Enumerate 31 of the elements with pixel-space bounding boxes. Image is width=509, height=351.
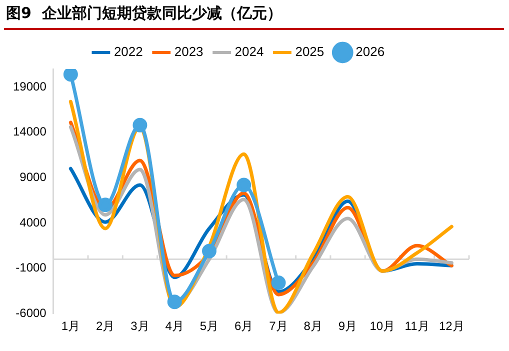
point xyxy=(202,244,216,258)
y-tick-label: 9000 xyxy=(20,170,47,184)
x-tick-label: 11月 xyxy=(404,319,430,334)
point xyxy=(167,294,182,310)
point xyxy=(98,198,113,212)
y-tick-label: 4000 xyxy=(20,215,47,230)
point xyxy=(63,69,78,82)
x-tick-label: 10月 xyxy=(370,319,396,334)
y-tick-label: -6000 xyxy=(16,306,47,320)
point xyxy=(271,276,286,290)
legend-label: 2024 xyxy=(234,44,264,60)
x-tick-label: 12月 xyxy=(439,319,464,334)
x-tick-label: 7月 xyxy=(269,319,288,334)
x-tick-label: 3月 xyxy=(130,319,150,334)
x-tick-label: 2月 xyxy=(96,319,115,334)
legend-label: 2026 xyxy=(356,44,385,60)
y-tick-label: 19000 xyxy=(12,79,47,94)
chart-title: 图9 企业部门短期贷款同比少减（亿元） xyxy=(6,4,282,23)
x-tick-label: 5月 xyxy=(200,319,219,334)
x-tick-label: 4月 xyxy=(165,319,184,334)
x-tick-label: 1月 xyxy=(61,319,80,334)
point xyxy=(132,118,148,132)
x-tick-label: 6月 xyxy=(234,319,254,334)
legend-label: 2023 xyxy=(174,44,204,60)
x-tick-label: 8月 xyxy=(304,319,322,334)
y-tick-label: 14000 xyxy=(12,124,47,139)
legend-label: 2025 xyxy=(295,44,324,60)
point xyxy=(236,178,252,192)
y-tick-label: -1000 xyxy=(16,260,47,275)
x-tick-label: 9月 xyxy=(338,319,358,334)
legend-label: 2022 xyxy=(114,44,143,60)
